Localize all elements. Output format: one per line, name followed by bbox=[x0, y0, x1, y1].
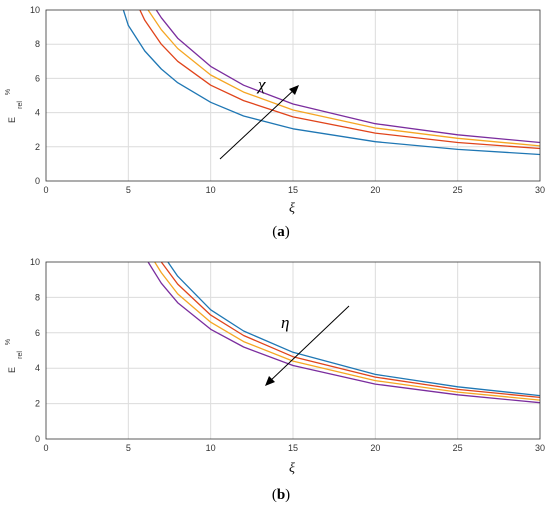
x-axis-label: ξ bbox=[289, 461, 295, 476]
x-tick-label: 20 bbox=[370, 185, 380, 195]
y-axis-label-main: E bbox=[7, 367, 17, 373]
y-tick-label: 0 bbox=[35, 434, 40, 444]
eta-annotation: η bbox=[281, 313, 289, 332]
chi-annotation: χ bbox=[256, 75, 266, 94]
x-tick-label: 10 bbox=[206, 443, 216, 453]
y-tick-label: 8 bbox=[35, 292, 40, 302]
x-tick-label: 25 bbox=[453, 443, 463, 453]
x-tick-label: 5 bbox=[126, 185, 131, 195]
chart-b: 0 5 10 15 20 25 30 0 2 4 6 8 10 E rel % ξ (b) η bbox=[0, 253, 550, 506]
x-tick-label: 0 bbox=[43, 443, 48, 453]
x-tick-label: 0 bbox=[43, 185, 48, 195]
x-tick-label: 30 bbox=[535, 185, 545, 195]
x-tick-label: 15 bbox=[288, 443, 298, 453]
y-tick-label: 2 bbox=[35, 399, 40, 409]
y-axis-label-sup: % bbox=[5, 339, 12, 345]
x-tick-label: 25 bbox=[453, 185, 463, 195]
caption: (a) bbox=[272, 224, 290, 240]
chart-a: 0 5 10 15 20 25 30 0 2 4 6 8 10 E rel % ξ (a) χ bbox=[0, 0, 550, 253]
x-axis-label: ξ bbox=[289, 201, 295, 216]
y-axis-label-sup: % bbox=[5, 89, 12, 95]
x-tick-label: 10 bbox=[206, 185, 216, 195]
x-tick-label: 20 bbox=[370, 443, 380, 453]
y-tick-label: 4 bbox=[35, 108, 40, 118]
x-tick-label: 30 bbox=[535, 443, 545, 453]
caption: (b) bbox=[272, 487, 290, 503]
x-tick-label: 15 bbox=[288, 185, 298, 195]
y-tick-label: 8 bbox=[35, 39, 40, 49]
y-tick-label: 10 bbox=[30, 257, 40, 267]
y-axis-label-main: E bbox=[7, 117, 17, 123]
y-tick-label: 4 bbox=[35, 363, 40, 373]
y-tick-label: 10 bbox=[30, 5, 40, 15]
y-tick-label: 6 bbox=[35, 73, 40, 83]
y-tick-label: 6 bbox=[35, 328, 40, 338]
y-axis-label-sub: rel bbox=[17, 351, 24, 359]
x-tick-label: 5 bbox=[126, 443, 131, 453]
y-tick-label: 0 bbox=[35, 176, 40, 186]
y-tick-label: 2 bbox=[35, 142, 40, 152]
y-axis-label-sub: rel bbox=[17, 101, 24, 109]
